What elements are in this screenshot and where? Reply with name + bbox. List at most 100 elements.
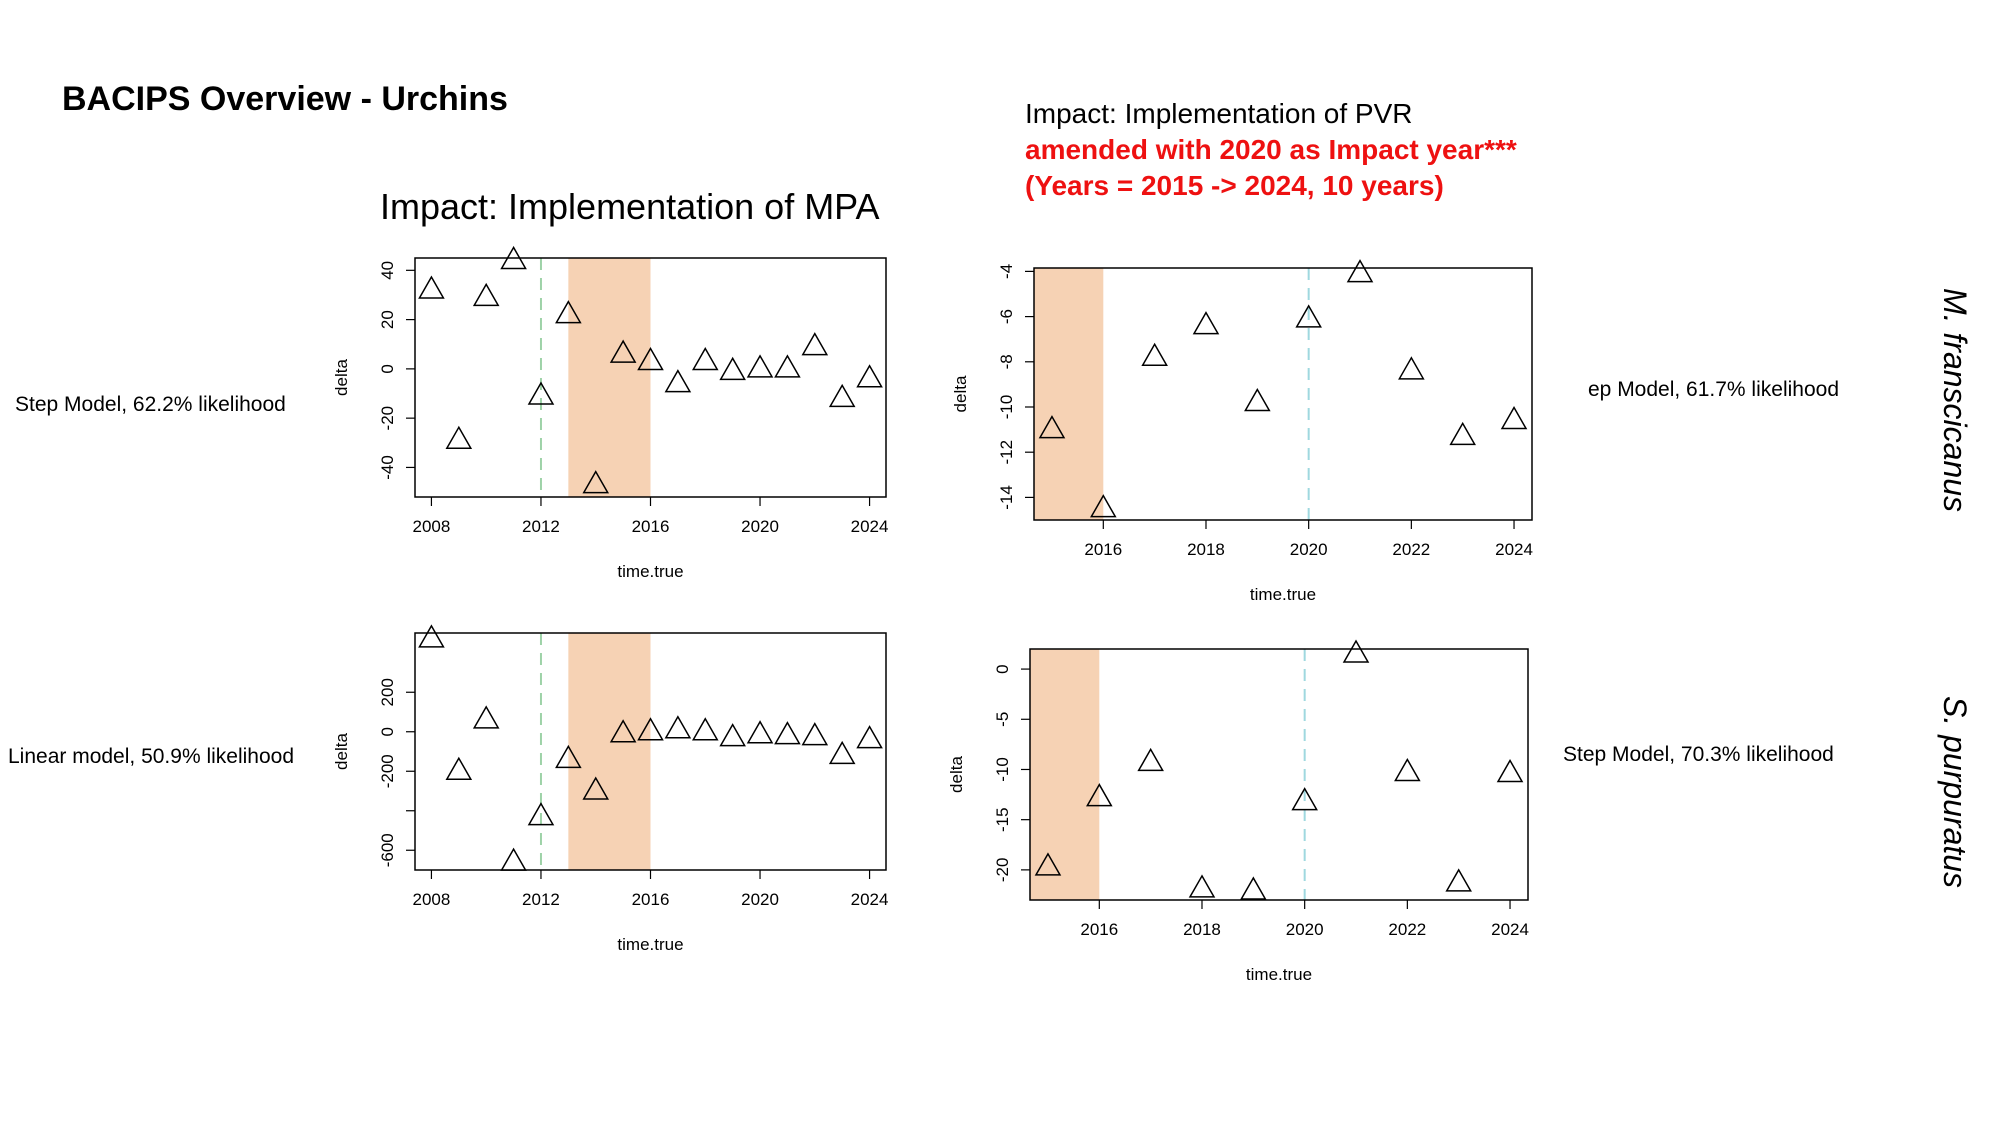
bottom-left-data-point	[500, 847, 527, 871]
bottom-left-y-tick-label: -600	[378, 833, 397, 867]
top-right-y-axis-label: delta	[951, 375, 970, 412]
top-right-data-point	[1192, 311, 1220, 335]
bottom-left-data-point	[445, 756, 473, 780]
bottom-left-data-point	[746, 720, 774, 744]
top-right-x-tick-label: 2022	[1392, 540, 1430, 559]
bottom-left-data-point	[664, 715, 692, 739]
top-left-data-point	[691, 346, 719, 371]
bottom-right-x-tick-label: 2024	[1491, 920, 1529, 939]
bottom-left-y-axis-label: delta	[332, 733, 351, 770]
bottom-right-x-tick-label: 2022	[1388, 920, 1426, 939]
top-right-data-point	[1449, 421, 1476, 446]
bottom-left-data-point	[555, 744, 582, 769]
bottom-left-data-point	[637, 717, 664, 741]
bottom-left-y-tick-label: 0	[378, 727, 397, 736]
top-left-impact-period-shade	[568, 258, 651, 497]
top-right-x-tick-label: 2016	[1084, 540, 1122, 559]
bottom-right-y-axis-label: delta	[947, 756, 966, 793]
bottom-left-x-tick-label: 2016	[632, 890, 670, 909]
bottom-right-data-point	[1240, 876, 1267, 900]
bottom-right-data-point	[1394, 757, 1421, 782]
bottom-left-data-point	[582, 776, 610, 800]
top-left-y-tick-label: 40	[378, 261, 397, 280]
bottom-left-data-point	[719, 723, 746, 747]
bottom-left-data-point	[828, 740, 856, 765]
bottom-left-data-point	[609, 719, 637, 743]
top-left-y-axis-label: delta	[332, 359, 351, 396]
top-right-y-tick-label: -8	[997, 354, 1016, 369]
top-right-data-point	[1244, 387, 1271, 412]
pvr-impact-title: Impact: Implementation of PVR amended wi…	[1025, 96, 1517, 204]
top-right-data-point	[1398, 356, 1425, 380]
pvr-title-line2: amended with 2020 as Impact year***	[1025, 134, 1517, 165]
top-right-x-axis-label: time.true	[1250, 585, 1316, 604]
slide-title: BACIPS Overview - Urchins	[62, 80, 508, 118]
top-right-x-tick-label: 2018	[1187, 540, 1225, 559]
bottom-right-data-point	[1445, 868, 1472, 892]
top-right-y-tick-label: -12	[997, 440, 1016, 465]
top-left-data-point	[637, 346, 664, 371]
top-right-data-point	[1090, 494, 1117, 518]
top-left-x-tick-label: 2020	[741, 517, 779, 536]
bottom-left-y-tick-label: 200	[378, 678, 397, 706]
bottom-right-y-tick-label: 0	[993, 664, 1012, 673]
top-left-data-point	[609, 339, 637, 363]
top-left-data-point	[719, 356, 746, 381]
bottom-left-x-axis-label: time.true	[617, 935, 683, 954]
top-left-y-tick-label: -40	[378, 455, 397, 480]
bottom-left-x-tick-label: 2024	[851, 890, 889, 909]
top-left-data-point	[774, 354, 801, 378]
top-left-x-tick-label: 2016	[632, 517, 670, 536]
bottom-left-data-point	[418, 624, 445, 648]
top-left-data-point	[582, 470, 610, 494]
bottom-left-x-tick-label: 2012	[522, 890, 560, 909]
top-right-data-point	[1141, 342, 1168, 367]
bottom-left-impact-period-shade	[568, 633, 651, 870]
bottom-right-x-tick-label: 2020	[1286, 920, 1324, 939]
top-left-y-tick-label: 20	[378, 310, 397, 329]
top-left-data-point	[856, 364, 883, 388]
bottom-right-x-axis-label: time.true	[1246, 965, 1312, 984]
bottom-right-data-point	[1034, 852, 1062, 876]
top-left-x-axis-label: time.true	[617, 562, 683, 581]
top-left-data-point	[746, 354, 774, 378]
top-left-data-point	[828, 383, 856, 408]
top-left-y-tick-label: 0	[378, 364, 397, 373]
bottom-left-y-tick-label: -200	[378, 754, 397, 788]
top-left-data-point	[500, 245, 527, 270]
top-left-data-point	[527, 381, 555, 405]
top-right-data-point	[1295, 304, 1322, 328]
top-left-data-point	[555, 300, 582, 324]
top-left-y-tick-label: -20	[378, 406, 397, 431]
mpa-impact-title: Impact: Implementation of MPA	[380, 186, 880, 227]
bottom-right-x-tick-label: 2016	[1080, 920, 1118, 939]
pvr-title-line1: Impact: Implementation of PVR	[1025, 98, 1413, 129]
top-right-data-point	[1346, 259, 1374, 283]
top-right-y-tick-label: -4	[997, 264, 1016, 279]
bottom-left-data-point	[774, 721, 801, 745]
bottom-right-y-tick-label: -15	[993, 807, 1012, 832]
top-left-x-tick-label: 2024	[851, 517, 889, 536]
bottom-left-x-tick-label: 2008	[413, 890, 451, 909]
model-label-bottom-left: Linear model, 50.9% likelihood	[8, 745, 295, 768]
bottom-left-data-point	[801, 722, 829, 746]
top-right-data-point	[1500, 406, 1528, 430]
top-left-x-tick-label: 2012	[522, 517, 560, 536]
model-label-top-right: ep Model, 61.7% likelihood	[1588, 378, 1839, 401]
top-left-data-point	[418, 275, 445, 299]
bottom-right-plot-frame	[1029, 648, 1529, 901]
bottom-right-data-point	[1496, 758, 1524, 783]
bottom-right-y-tick-label: -10	[993, 757, 1012, 782]
bottom-right-data-point	[1342, 639, 1370, 663]
bottom-left-x-tick-label: 2020	[741, 890, 779, 909]
top-left-data-point	[664, 369, 692, 393]
bottom-right-y-tick-label: -20	[993, 858, 1012, 883]
top-right-x-tick-label: 2020	[1290, 540, 1328, 559]
bottom-left-data-point	[472, 705, 500, 729]
top-right-y-tick-label: -14	[997, 485, 1016, 510]
bottom-left-data-point	[691, 717, 719, 741]
top-left-data-point	[445, 425, 473, 450]
bottom-right-impact-period-shade	[1030, 649, 1100, 900]
bottom-right-x-tick-label: 2018	[1183, 920, 1221, 939]
